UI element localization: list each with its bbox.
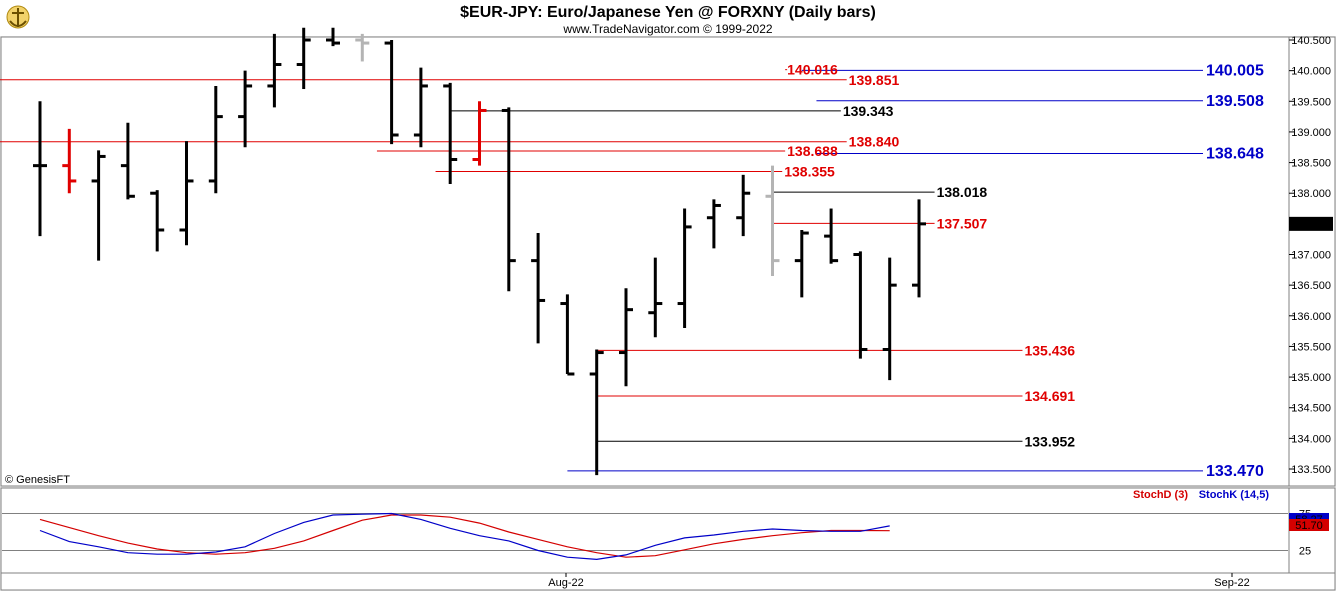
- time-axis: [0, 572, 1336, 591]
- stochd-line: [39, 514, 890, 558]
- level-label: 139.508: [1206, 93, 1264, 110]
- price-axis: [1288, 36, 1336, 487]
- ohlc-bar: [179, 141, 194, 246]
- ohlc-bar: [736, 174, 751, 237]
- ytick-label: 136.000: [1291, 311, 1331, 323]
- ohlc-bar: [648, 257, 663, 338]
- last-price-marker: 137.500: [1289, 216, 1333, 231]
- legend-stochd: StochD (3): [1133, 489, 1188, 501]
- stoch-panel: [0, 487, 1290, 574]
- level-label: 138.018: [937, 184, 988, 200]
- ohlc-bar: [384, 40, 399, 145]
- ohlc-bar: [326, 27, 340, 47]
- ohlc-bar: [62, 128, 77, 194]
- ytick-label: 140.000: [1291, 66, 1331, 78]
- ytick-label: 137.000: [1291, 250, 1331, 262]
- ytick-label: 138.500: [1291, 158, 1331, 170]
- level-label: 138.355: [784, 163, 835, 179]
- ohlc-bar: [560, 294, 575, 376]
- ytick-label: 140.500: [1291, 35, 1331, 47]
- ytick-label: 134.500: [1291, 403, 1331, 415]
- ohlc-bar: [472, 101, 487, 166]
- ytick-label: 134.000: [1291, 433, 1331, 445]
- stochd-last-value: 51.70: [1295, 520, 1323, 532]
- ohlc-bar: [208, 85, 223, 194]
- level-label: 133.952: [1024, 433, 1075, 449]
- ohlc-bar: [443, 82, 458, 185]
- level-labels: 140.016 140.005 139.851 139.508 139.343 138.8…: [784, 62, 1264, 480]
- ohlc-bar: [355, 33, 370, 62]
- ohlc-bar: [120, 122, 135, 200]
- ohlc-bar: [794, 229, 809, 298]
- level-label: 140.016: [787, 62, 838, 78]
- ytick-label: 138.000: [1291, 188, 1331, 200]
- ohlc-bar: [413, 67, 428, 148]
- anchor-icon: [6, 5, 30, 29]
- ohlc-bar: [619, 288, 633, 387]
- ohlc-bar: [765, 165, 780, 276]
- price-axis-ticks: 140.500 140.000 139.500 139.000 138.500 138.0…: [1289, 35, 1331, 476]
- ohlc-bar: [706, 199, 721, 249]
- ohlc-bar: [91, 150, 106, 261]
- level-lines: [0, 69, 1203, 472]
- last-price-label: 137.500: [1291, 219, 1331, 231]
- header-area: [0, 0, 1336, 36]
- stoch-last-values: 58.27 51.70: [1289, 513, 1329, 532]
- level-label: 138.648: [1206, 146, 1264, 163]
- ytick-label: 139.000: [1291, 127, 1331, 139]
- stochd-last-box: [1289, 519, 1329, 531]
- last-price-box: [1289, 216, 1333, 231]
- level-label: 135.436: [1024, 342, 1075, 358]
- level-label: 137.507: [937, 215, 988, 231]
- ohlc-bar: [882, 257, 897, 381]
- level-label: 138.688: [787, 143, 838, 159]
- ytick-label: 135.500: [1291, 341, 1331, 353]
- level-label: 140.005: [1206, 62, 1264, 79]
- stoch-lines: [39, 512, 890, 561]
- ohlc-bar: [589, 349, 604, 476]
- ytick-label: 136.500: [1291, 280, 1331, 292]
- level-label: 134.691: [1024, 388, 1075, 404]
- ohlc-bar: [677, 208, 692, 329]
- ohlc-bar: [296, 27, 311, 90]
- ohlc-bar: [501, 107, 516, 292]
- ohlc-bar: [531, 233, 546, 344]
- price-panel: [0, 36, 1290, 487]
- ohlc-bar: [853, 251, 868, 359]
- chart-subtitle: www.TradeNavigator.com © 1999-2022: [562, 22, 772, 36]
- level-label: 138.840: [849, 134, 900, 150]
- ohlc-bar: [238, 70, 253, 148]
- legend-stochk: StochK (14,5): [1199, 489, 1270, 501]
- ohlc-bar: [33, 101, 47, 237]
- ohlc-bar: [267, 33, 282, 108]
- ohlc-bar: [150, 190, 165, 252]
- ytick-label: 139.500: [1291, 96, 1331, 108]
- xtick-label-aug: Aug-22: [548, 577, 583, 589]
- ohlc-bar: [824, 208, 839, 264]
- ytick-label: 135.000: [1291, 372, 1331, 384]
- level-label: 139.343: [843, 103, 894, 119]
- stochk-line: [39, 512, 890, 561]
- stoch-ytick-label: 25: [1299, 546, 1311, 558]
- watermark: © GenesisFT: [5, 474, 70, 486]
- level-label: 133.470: [1206, 463, 1264, 480]
- chart-title: $EUR-JPY: Euro/Japanese Yen @ FORXNY (Da…: [460, 4, 876, 21]
- level-label: 139.851: [849, 72, 900, 88]
- xtick-label-sep: Sep-22: [1214, 577, 1249, 589]
- ytick-label: 133.500: [1291, 464, 1331, 476]
- price-bars: [33, 27, 926, 476]
- ohlc-bar: [912, 199, 926, 298]
